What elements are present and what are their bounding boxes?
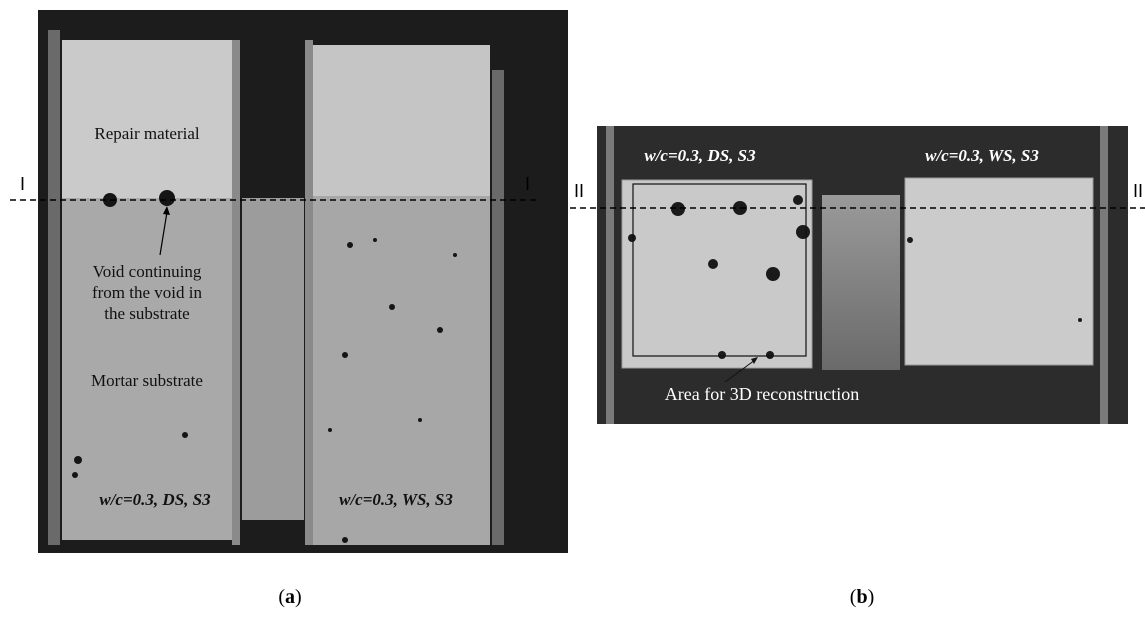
specimen-label: w/c=0.3, WS, S3 — [925, 146, 1039, 165]
caption: (b) — [850, 586, 874, 608]
repair-layer — [313, 45, 490, 196]
area-label: Area for 3D reconstruction — [665, 384, 859, 404]
specimen-label: w/c=0.3, DS, S3 — [644, 146, 756, 165]
panel-b: II II w/c=0.3, DS, S3 w/c=0.3, WS, S3 Ar… — [570, 126, 1145, 608]
substrate — [62, 198, 232, 540]
middle-strip — [822, 195, 900, 370]
specimen-label: w/c=0.3, DS, S3 — [99, 490, 211, 509]
repair-layer — [62, 40, 232, 198]
panel-a: I I Repair material Void continuing from… — [10, 10, 568, 608]
mold-wall — [492, 70, 504, 545]
mold-wall — [305, 40, 313, 545]
mold-wall — [606, 126, 614, 424]
section-label: I — [20, 174, 25, 194]
substrate-label: Mortar substrate — [91, 371, 203, 390]
figure: I I Repair material Void continuing from… — [0, 0, 1145, 618]
section-label: II — [574, 181, 584, 201]
mold-wall — [48, 30, 60, 545]
mold-wall — [232, 40, 240, 545]
middle-strip — [242, 198, 304, 520]
void-label: from the void in — [92, 283, 203, 302]
void-label: Void continuing — [93, 262, 202, 281]
repair-label: Repair material — [94, 124, 200, 143]
caption: (a) — [278, 586, 301, 608]
section-label: I — [525, 174, 530, 194]
specimen — [905, 178, 1093, 365]
section-label: II — [1133, 181, 1143, 201]
void-label: the substrate — [104, 304, 189, 323]
mold-wall — [1100, 126, 1108, 424]
specimen-label: w/c=0.3, WS, S3 — [339, 490, 453, 509]
